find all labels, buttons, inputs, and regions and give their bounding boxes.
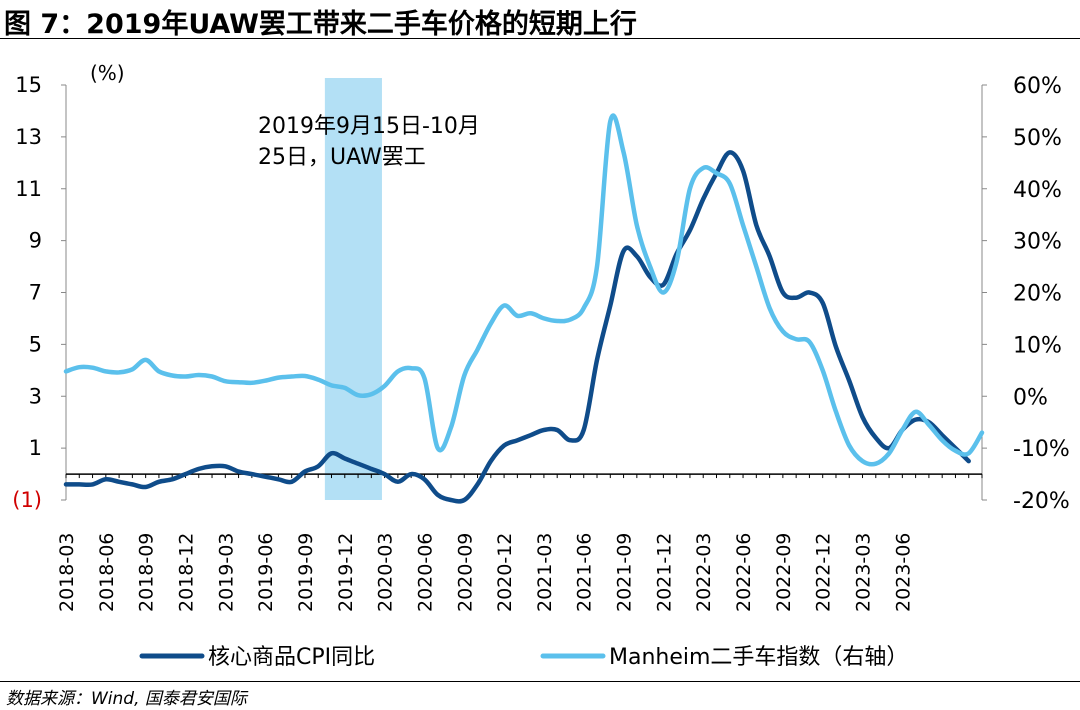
left-tick-label: 7: [29, 281, 42, 305]
footer-rule: [0, 681, 1080, 682]
x-tick-label: 2022-09: [773, 533, 795, 612]
strike-highlight-band: [324, 78, 382, 500]
left-tick-label: 15: [15, 73, 42, 97]
left-tick-label: 1: [29, 436, 42, 460]
x-tick-label: 2019-12: [335, 533, 357, 612]
x-tick-label: 2020-03: [375, 533, 397, 612]
x-tick-label: 2019-03: [215, 533, 237, 612]
manheim-index-line: [63, 113, 985, 467]
x-tick-label: 2019-06: [255, 533, 277, 612]
x-tick-label: 2020-06: [414, 533, 436, 612]
x-tick-label: 2022-12: [813, 533, 835, 612]
x-tick-label: 2023-03: [853, 533, 875, 612]
right-tick-label: 50%: [1013, 126, 1062, 151]
left-tick-label: 11: [15, 177, 42, 201]
annotation-line: 2019年9月15日-10月: [258, 114, 480, 139]
right-tick-label: 60%: [1013, 74, 1062, 99]
right-tick-label: 20%: [1013, 282, 1062, 307]
left-tick-label: 9: [29, 229, 42, 253]
annotation: 2019年9月15日-10月 25日，UAW罢工: [258, 114, 480, 170]
legend-manheim-index-label: Manheim二手车指数（右轴）: [609, 645, 908, 670]
legend-core-goods-cpi-label: 核心商品CPI同比: [208, 645, 375, 670]
x-tick-label: 2021-06: [574, 533, 596, 612]
right-tick-label: 0%: [1013, 385, 1048, 410]
right-tick-label: -10%: [1013, 437, 1070, 462]
x-tick-label: 2018-06: [96, 533, 118, 612]
right-tick-label: 30%: [1013, 230, 1062, 255]
legend: 核心商品CPI同比 Manheim二手车指数（右轴）: [139, 645, 908, 670]
x-tick-label: 2022-03: [693, 533, 715, 612]
x-tick-label: 2021-12: [653, 533, 675, 612]
axes: (%) 15 13 11 9 7 5 3 1 (1) 60% 50% 40% 30% 20% 10% 0% -10…: [12, 61, 1070, 612]
x-tick-label: 2019-09: [295, 533, 317, 612]
title-rule: [0, 38, 1080, 39]
x-tick-label: 2021-09: [614, 533, 636, 612]
x-tick-label: 2022-06: [733, 533, 755, 612]
x-tick-label: 2020-09: [454, 533, 476, 612]
chart: (%) 15 13 11 9 7 5 3 1 (1) 60% 50% 40% 30% 20% 10% 0% -10…: [12, 61, 1070, 670]
left-axis-unit: (%): [90, 61, 125, 85]
x-tick-label: 2023-06: [892, 533, 914, 612]
x-tick-label: 2020-12: [494, 533, 516, 612]
x-tick-label: 2018-09: [136, 533, 158, 612]
right-tick-label: -20%: [1013, 489, 1070, 514]
right-tick-label: 10%: [1013, 333, 1062, 358]
left-tick-label: 13: [15, 125, 42, 149]
chart-title: 图 7：2019年UAW罢工带来二手车价格的短期上行: [4, 9, 637, 40]
x-tick-label: 2018-03: [56, 533, 78, 612]
left-tick-label: 5: [29, 332, 42, 356]
left-tick-label: (1): [12, 488, 42, 512]
right-tick-label: 40%: [1013, 178, 1062, 203]
series-layer: [63, 113, 985, 504]
x-tick-label: 2021-03: [534, 533, 556, 612]
annotation-line: 25日，UAW罢工: [258, 145, 426, 170]
core-goods-cpi-line: [63, 150, 971, 504]
source-note: 数据来源：Wind, 国泰君安国际: [6, 689, 247, 709]
x-tick-label: 2018-12: [175, 533, 197, 612]
left-tick-label: 3: [29, 384, 42, 408]
